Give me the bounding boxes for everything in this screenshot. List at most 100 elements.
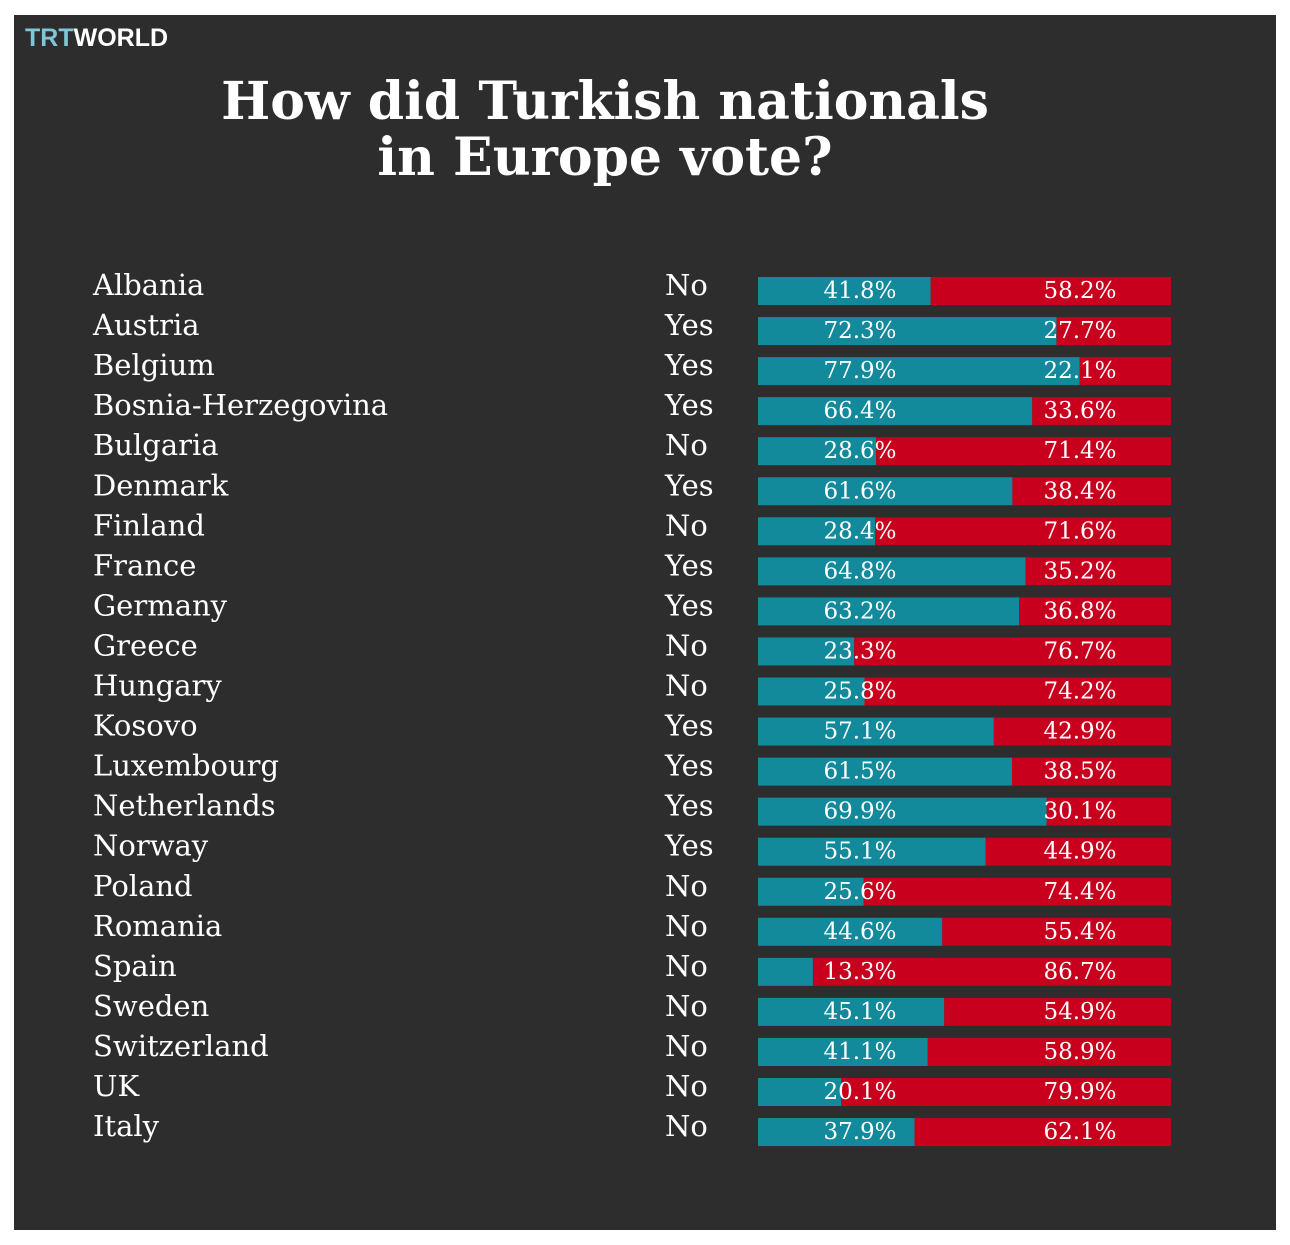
bar-segment xyxy=(993,717,1171,746)
bar-segment xyxy=(758,837,986,866)
bar-segment xyxy=(758,1037,928,1066)
country-label: Norway xyxy=(93,829,209,863)
value-label: 22.1% xyxy=(1043,358,1116,384)
result-label: No xyxy=(665,508,708,542)
country-label: Spain xyxy=(93,949,177,983)
value-label: 55.1% xyxy=(823,839,896,865)
result-label: Yes xyxy=(664,308,714,342)
result-label: No xyxy=(665,1069,708,1103)
bar-segment xyxy=(944,997,1171,1026)
value-label: 76.7% xyxy=(1043,638,1116,664)
logo: TRTWORLD xyxy=(25,24,168,52)
value-label: 57.1% xyxy=(823,719,896,745)
value-label: 63.2% xyxy=(823,598,896,624)
country-label: Netherlands xyxy=(93,789,276,823)
country-label: Poland xyxy=(93,869,193,903)
value-label: 27.7% xyxy=(1043,318,1116,344)
country-label: Italy xyxy=(93,1109,160,1143)
bar-segment xyxy=(841,1078,1171,1106)
bar-segment xyxy=(758,717,994,746)
bar-segment xyxy=(758,997,945,1026)
bar-segment xyxy=(1025,557,1171,586)
value-label: 54.9% xyxy=(1043,999,1116,1025)
value-label: 37.9% xyxy=(823,1119,896,1145)
value-label: 38.4% xyxy=(1043,478,1116,504)
country-label: Bosnia-Herzegovina xyxy=(93,388,388,422)
country-label: Hungary xyxy=(93,669,222,703)
bar-segment xyxy=(758,957,813,986)
country-label: Greece xyxy=(93,628,198,662)
value-label: 79.9% xyxy=(1043,1079,1116,1105)
country-label: Luxembourg xyxy=(93,749,279,783)
bar-segment xyxy=(864,677,1171,706)
value-label: 28.6% xyxy=(823,438,896,464)
value-label: 13.3% xyxy=(823,959,896,985)
value-label: 30.1% xyxy=(1043,799,1116,825)
value-label: 71.4% xyxy=(1043,438,1116,464)
value-label: 77.9% xyxy=(823,358,896,384)
value-label: 58.2% xyxy=(1043,278,1116,304)
bar-segment xyxy=(930,277,1171,305)
bar-segment xyxy=(758,917,943,946)
value-label: 33.6% xyxy=(1043,398,1116,424)
value-label: 64.8% xyxy=(823,558,896,584)
value-label: 28.4% xyxy=(823,518,896,544)
result-label: Yes xyxy=(664,749,714,783)
result-label: No xyxy=(665,1109,708,1143)
value-label: 66.4% xyxy=(823,398,896,424)
value-label: 55.4% xyxy=(1043,919,1116,945)
logo-left: TRT xyxy=(25,24,74,52)
bar-segment xyxy=(1056,317,1171,346)
value-label: 61.5% xyxy=(823,759,896,785)
bar-segment xyxy=(758,357,1080,386)
result-label: Yes xyxy=(664,829,714,863)
bar-segment xyxy=(758,597,1020,626)
bar-segment xyxy=(875,517,1171,546)
bar-segment xyxy=(758,677,865,706)
value-label: 74.2% xyxy=(1043,679,1116,705)
logo-right: WORLD xyxy=(74,24,168,52)
country-label: Albania xyxy=(92,268,204,302)
value-label: 23.3% xyxy=(823,638,896,664)
value-label: 25.8% xyxy=(823,679,896,705)
bar-segment xyxy=(1011,757,1171,786)
bar-segment xyxy=(1032,397,1171,426)
bar-segment xyxy=(758,1118,915,1147)
bar-segment xyxy=(985,837,1171,866)
bar-segment xyxy=(758,437,877,466)
country-label: Bulgaria xyxy=(93,428,219,462)
chart-title: How did Turkish nationals in Europe vote? xyxy=(221,71,989,188)
result-label: Yes xyxy=(664,588,714,622)
value-label: 44.9% xyxy=(1043,839,1116,865)
value-label: 61.6% xyxy=(823,478,896,504)
bar-segment xyxy=(812,957,1171,986)
bar-segment xyxy=(758,517,876,546)
bar-segment xyxy=(854,637,1171,666)
bar-segment xyxy=(758,797,1047,826)
value-label: 41.8% xyxy=(823,278,896,304)
result-label: Yes xyxy=(664,709,714,743)
value-label: 45.1% xyxy=(823,999,896,1025)
result-label: No xyxy=(665,989,708,1023)
bar-segment xyxy=(758,637,855,666)
country-label: UK xyxy=(93,1069,140,1103)
value-label: 35.2% xyxy=(1043,558,1116,584)
bar-segment xyxy=(863,877,1171,906)
bar-segment xyxy=(758,477,1013,506)
value-label: 38.5% xyxy=(1043,759,1116,785)
country-label: Switzerland xyxy=(93,1029,269,1063)
country-label: Romania xyxy=(93,909,222,943)
result-label: Yes xyxy=(664,348,714,382)
result-label: No xyxy=(665,628,708,662)
bar-segment xyxy=(758,557,1026,586)
bar-segment xyxy=(758,877,864,906)
bar-segment xyxy=(1046,797,1171,826)
country-label: Finland xyxy=(93,508,205,542)
result-label: Yes xyxy=(664,789,714,823)
value-label: 44.6% xyxy=(823,919,896,945)
country-label: Sweden xyxy=(93,989,209,1023)
result-label: Yes xyxy=(664,388,714,422)
result-label: Yes xyxy=(664,548,714,582)
